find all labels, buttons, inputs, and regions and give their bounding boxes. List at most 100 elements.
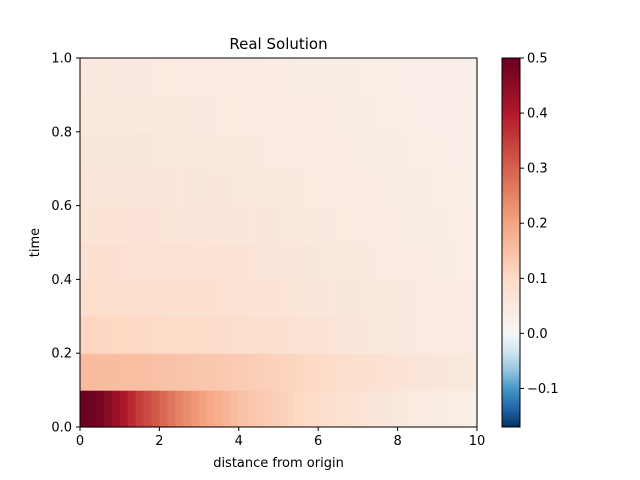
heatmap-cell [405,316,415,354]
heatmap-cell [175,242,184,280]
heatmap-cell [135,168,145,207]
heatmap-cell [294,168,303,207]
heatmap-cell [349,94,359,133]
heatmap-cell [199,353,208,391]
heatmap-cell [365,94,375,133]
heatmap-cell [183,316,192,354]
heatmap-cell [302,316,311,354]
heatmap-cell [389,279,399,317]
heatmap-cell [357,58,367,96]
heatmap-cell [191,58,200,96]
heatmap-cell [381,242,391,280]
heatmap-cell [302,168,311,207]
heatmap-cell [349,242,359,280]
heatmap-cell [262,279,272,317]
heatmap-cell [437,205,446,244]
heatmap-cell [373,242,383,280]
heatmap-cell [326,242,335,280]
heatmap-cell [262,58,272,96]
heatmap-cell [349,390,359,428]
heatmap-cell [214,58,224,96]
heatmap-cell [286,131,295,170]
heatmap-cell [326,94,335,133]
heatmap-cell [302,58,311,96]
heatmap-cell [103,94,113,133]
x-tick-label: 2 [155,434,163,449]
heatmap-cell [405,353,415,391]
heatmap-cell [111,279,121,317]
heatmap-cell [191,353,200,391]
heatmap-cell [397,316,407,354]
heatmap-cell [175,131,184,170]
heatmap-cell [183,205,192,244]
heatmap-cell [286,279,295,317]
heatmap-cell [405,58,415,96]
heatmap-cell [183,131,192,170]
heatmap-cell [294,131,303,170]
heatmap-cell [246,58,256,96]
heatmap-cell [262,94,272,133]
heatmap-cell [461,168,470,207]
heatmap-cell [302,94,311,133]
heatmap-cell [413,58,423,96]
heatmap-cell [175,316,184,354]
heatmap-cell [365,316,375,354]
heatmap-cell [437,353,446,391]
heatmap-cell [357,353,367,391]
heatmap-cell [151,94,160,133]
heatmap-cell [175,168,184,207]
heatmap-cell [342,131,351,170]
heatmap-cell [238,279,248,317]
heatmap-cell [254,131,264,170]
heatmap-cell [381,353,391,391]
heatmap-cell [445,390,454,428]
heatmap-cell [381,94,391,133]
heatmap-cell [167,168,176,207]
heatmap-cell [246,316,256,354]
heatmap-cell [167,94,176,133]
heatmap-cell [373,205,383,244]
plot-frame [79,57,478,428]
heatmap-cell [87,353,97,391]
heatmap-cell [397,279,407,317]
heatmap-cell [453,58,462,96]
heatmap-cell [103,168,113,207]
heatmap-cell [214,205,224,244]
heatmap-cell [111,242,121,280]
heatmap-cell [167,279,176,317]
heatmap-cell [357,168,367,207]
heatmap-cell [469,242,478,280]
heatmap-cell [381,390,391,428]
heatmap-cell [127,168,137,207]
heatmap-cell [167,58,176,96]
heatmap-cell [246,168,256,207]
heatmap-cell [143,242,153,280]
heatmap-cell [103,58,113,96]
heatmap-cell [159,131,168,170]
heatmap-cell [437,390,446,428]
heatmap-cell [453,242,462,280]
heatmap-cell [349,279,359,317]
heatmap-cell [183,242,192,280]
heatmap-cell [429,58,438,96]
heatmap-cell [294,58,303,96]
colorbar-tick-label: 0.2 [527,217,548,232]
colorbar-tick-label: 0.3 [527,162,548,177]
heatmap-cell [238,316,248,354]
heatmap-cell [119,205,129,244]
heatmap-cell [111,316,121,354]
heatmap-cell [111,168,121,207]
heatmap-cell [222,131,232,170]
heatmap-cell [262,242,272,280]
x-tick-label: 0 [76,434,84,449]
heatmap-cell [262,168,272,207]
heatmap-cell [405,94,415,133]
heatmap-cell [413,353,423,391]
heatmap-cell [429,390,438,428]
heatmap-cell [413,390,423,428]
heatmap-cell [135,316,145,354]
heatmap-cell [111,131,121,170]
heatmap-cell [461,242,470,280]
heatmap-cell [222,279,232,317]
heatmap-cell [151,316,160,354]
